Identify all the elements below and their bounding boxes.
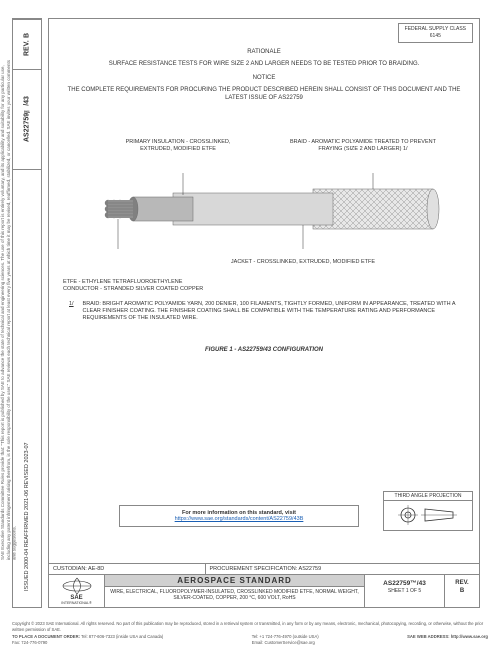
- info-box: For more information on this standard, v…: [119, 505, 359, 527]
- email: Email: CustomerService@sae.org: [252, 640, 315, 645]
- page-frame: FEDERAL SUPPLY CLASS 6145 RATIONALE SURF…: [48, 18, 480, 608]
- web-address: SAE WEB ADDRESS: http://www.sae.org: [407, 634, 488, 639]
- info-box-link[interactable]: https://www.sae.org/standards/content/AS…: [175, 516, 304, 522]
- note-1-text: BRAID: BRIGHT AROMATIC POLYAMIDE YARN, 2…: [83, 301, 459, 322]
- rationale-text: SURFACE RESISTANCE TESTS FOR WIRE SIZE 2…: [63, 61, 465, 69]
- side-strip: REV. B AS22759™/43 ISSUED 2000-04 REAFFI…: [12, 18, 42, 608]
- rationale-heading: RATIONALE: [63, 49, 465, 55]
- wire-description: WIRE, ELECTRICAL, FLUOROPOLYMER-INSULATE…: [105, 587, 364, 603]
- sae-intl-text: INTERNATIONAL®: [61, 601, 91, 605]
- sheet-number: SHEET 1 OF 5: [367, 588, 442, 595]
- title-cell: AEROSPACE STANDARD WIRE, ELECTRICAL, FLU…: [105, 575, 365, 607]
- custodian: CUSTODIAN: AE-8D: [49, 564, 206, 574]
- notice-text: THE COMPLETE REQUIREMENTS FOR PROCURING …: [63, 87, 465, 103]
- side-rev: REV. B: [13, 19, 41, 69]
- side-rev-value: B: [24, 33, 31, 38]
- side-issued: ISSUED 2000-04 REAFFIRMED 2021-06 REVISE…: [13, 427, 41, 607]
- fsc-code: 6145: [405, 33, 466, 40]
- fsc-label: FEDERAL SUPPLY CLASS: [405, 26, 466, 33]
- disclaimer-vertical: SAE Executive Standards Committee Rules …: [0, 60, 10, 560]
- callout-jacket: JACKET - CROSSLINKED, EXTRUDED, MODIFIED…: [203, 259, 403, 266]
- rationale-block: RATIONALE SURFACE RESISTANCE TESTS FOR W…: [63, 49, 465, 108]
- title-block: CUSTODIAN: AE-8D PROCUREMENT SPECIFICATI…: [49, 563, 479, 607]
- side-rev-label: REV.: [24, 40, 31, 56]
- notice-heading: NOTICE: [63, 75, 465, 81]
- fax: Fax: 724-776-0790: [12, 640, 47, 645]
- callout-conductor: CONDUCTOR - STRANDED SILVER COATED COPPE…: [63, 286, 263, 293]
- doc-number: AS22759™/43: [367, 579, 442, 588]
- procurement-spec: PROCUREMENT SPECIFICATION: AS22759: [206, 564, 480, 574]
- doc-number-cell: AS22759™/43 SHEET 1 OF 5: [365, 575, 445, 607]
- callout-braid: BRAID - AROMATIC POLYAMIDE TREATED TO PR…: [283, 139, 443, 152]
- callout-etfe-conductor: ETFE - ETHYLENE TETRAFLUOROETHYLENE COND…: [63, 279, 263, 292]
- projection-symbol: [384, 501, 472, 531]
- callout-etfe: ETFE - ETHYLENE TETRAFLUOROETHYLENE: [63, 279, 263, 286]
- sae-logo: SAE INTERNATIONAL®: [49, 575, 105, 607]
- rev-cell: REV. B: [445, 575, 479, 607]
- note-1-number: 1/: [69, 301, 81, 308]
- rev-value: B: [447, 587, 477, 595]
- side-blank: [13, 169, 41, 427]
- page-footer: Copyright © 2023 SAE International. All …: [12, 621, 488, 645]
- callout-primary-insulation: PRIMARY INSULATION - CROSSLINKED, EXTRUD…: [113, 139, 243, 152]
- fsc-box: FEDERAL SUPPLY CLASS 6145: [398, 23, 473, 43]
- order-label: TO PLACE A DOCUMENT ORDER:: [12, 634, 80, 639]
- cable-diagram: [83, 169, 453, 259]
- tel-usa: Tel: 877-606-7323 (inside USA and Canada…: [81, 634, 163, 639]
- note-1: 1/ BRAID: BRIGHT AROMATIC POLYAMIDE YARN…: [69, 301, 459, 322]
- projection-label: THIRD ANGLE PROJECTION: [384, 492, 472, 501]
- figure-caption: FIGURE 1 - AS22759/43 CONFIGURATION: [49, 347, 479, 353]
- aerospace-standard-header: AEROSPACE STANDARD: [105, 575, 364, 587]
- tel-intl: Tel: +1 724-776-4970 (outside USA): [252, 634, 319, 639]
- rev-label: REV.: [447, 579, 477, 587]
- copyright-text: Copyright © 2023 SAE International. All …: [12, 621, 488, 632]
- third-angle-projection-box: THIRD ANGLE PROJECTION: [383, 491, 473, 531]
- side-doc-number: AS22759™/43: [13, 69, 41, 169]
